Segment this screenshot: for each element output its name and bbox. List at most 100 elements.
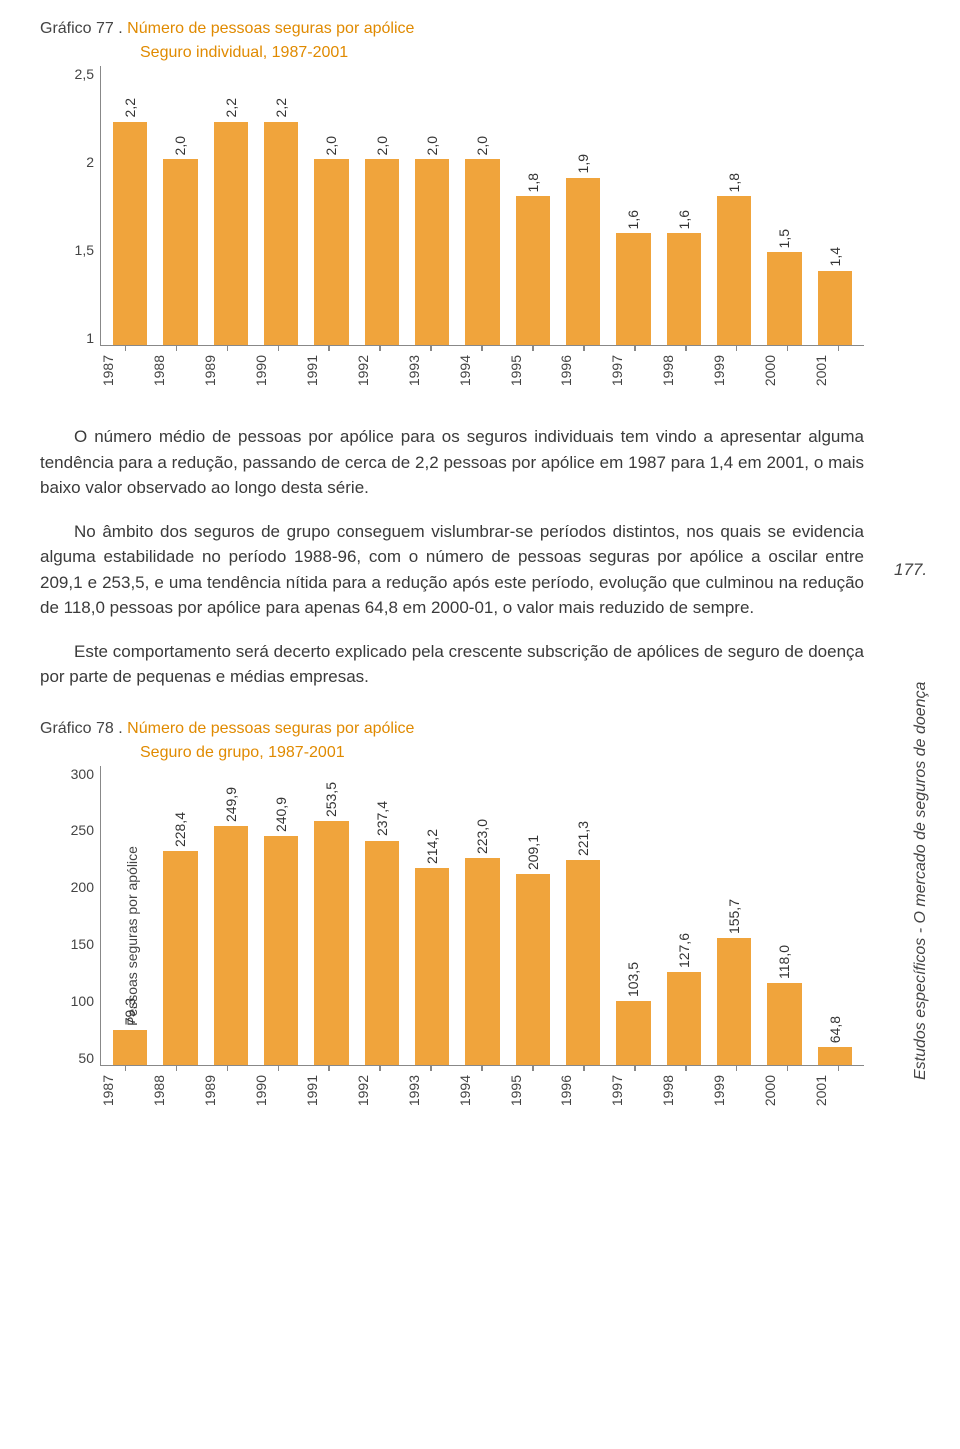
x-tick-mark (151, 346, 202, 351)
bar (264, 836, 298, 1064)
bar-value-label: 221,3 (575, 821, 591, 856)
x-tick-mark (406, 346, 457, 351)
x-tick-mark (558, 1066, 609, 1071)
bar-category: 228,4 (155, 766, 205, 1065)
x-tick-label: 1987 (100, 355, 151, 386)
x-tick-mark (660, 1066, 711, 1071)
bar (163, 851, 197, 1064)
x-tick-label: 1997 (609, 355, 660, 386)
bar (566, 178, 600, 345)
chart2-title: Número de pessoas seguras por apólice (127, 720, 414, 737)
bar-value-label: 155,7 (726, 899, 742, 934)
bar-value-label: 253,5 (323, 782, 339, 817)
x-tick-label: 1989 (202, 355, 253, 386)
y-tick: 1 (86, 330, 94, 346)
bar-value-label: 1,6 (625, 210, 641, 229)
bar-value-label: 2,0 (323, 136, 339, 155)
bar-value-label: 2,0 (374, 136, 390, 155)
bar-category: 223,0 (457, 766, 507, 1065)
bar-category: 253,5 (306, 766, 356, 1065)
chart1-subtitle: Seguro individual, 1987-2001 (140, 44, 864, 62)
bar-category: 237,4 (357, 766, 407, 1065)
x-tick-label: 1999 (711, 355, 762, 386)
bar-value-label: 1,6 (676, 210, 692, 229)
bar-value-label: 127,6 (676, 933, 692, 968)
x-tick-mark (711, 346, 762, 351)
chart2-heading: Gráfico 78 . Número de pessoas seguras p… (40, 720, 864, 738)
bar-value-label: 1,8 (726, 173, 742, 192)
x-tick-mark (151, 1066, 202, 1071)
y-tick: 250 (71, 822, 94, 838)
bar (264, 122, 298, 345)
x-tick-mark (202, 1066, 253, 1071)
x-tick-mark (508, 346, 559, 351)
bar (667, 972, 701, 1065)
bar-category: 2,0 (357, 66, 407, 345)
x-tick-label: 1987 (100, 1075, 151, 1106)
y-tick: 1,5 (75, 242, 94, 258)
x-tick-label: 2001 (813, 1075, 864, 1106)
x-tick-label: 1998 (660, 1075, 711, 1106)
bar (415, 868, 449, 1064)
side-rotated-text: Estudos específicos - O mercado de segur… (912, 620, 930, 1080)
bar-category: 1,8 (508, 66, 558, 345)
x-tick-mark (202, 346, 253, 351)
bar (113, 122, 147, 345)
bar (818, 271, 852, 345)
chart1-label: Gráfico 77 . (40, 20, 123, 37)
bar (465, 159, 499, 345)
x-tick-label: 1996 (558, 1075, 609, 1106)
x-tick-label: 1995 (508, 1075, 559, 1106)
bar-category: 2,0 (306, 66, 356, 345)
chart2-frame: 79,3 228,4 249,9 240,9 253,5 237,4 214,2 223,0 2… (100, 766, 864, 1066)
x-tick-label: 1994 (457, 1075, 508, 1106)
chart1-bars: 2,22,02,22,22,02,02,02,01,81,91,61,61,81… (101, 66, 864, 345)
chart1-xticks: 1987198819891990199119921993199419951996… (60, 355, 864, 386)
y-tick: 200 (71, 879, 94, 895)
chart1-frame: 2,22,02,22,22,02,02,02,01,81,91,61,61,81… (100, 66, 864, 346)
x-tick-mark (100, 346, 151, 351)
bar-value-label: 214,2 (424, 829, 440, 864)
chart2-subtitle: Seguro de grupo, 1987-2001 (140, 744, 864, 762)
chart1-tickmarks (60, 346, 864, 351)
bar-value-label: 1,9 (575, 154, 591, 173)
sidebar: 177. Estudos específicos - O mercado de … (894, 0, 960, 1136)
bar (516, 196, 550, 345)
bar-value-label: 223,0 (474, 819, 490, 854)
bar-value-label: 118,0 (776, 945, 792, 979)
paragraph-1: O número médio de pessoas por apólice pa… (40, 424, 864, 501)
bar-category: 214,2 (407, 766, 457, 1065)
x-tick-mark (253, 346, 304, 351)
x-tick-label: 1992 (355, 355, 406, 386)
bar (365, 159, 399, 345)
bar (314, 159, 348, 345)
bar-category: 1,4 (810, 66, 860, 345)
x-tick-mark (304, 1066, 355, 1071)
bar (465, 858, 499, 1065)
x-tick-label: 1989 (202, 1075, 253, 1106)
bar-value-label: 228,4 (172, 812, 188, 847)
bar-category: 2,0 (407, 66, 457, 345)
x-tick-label: 1994 (457, 355, 508, 386)
bar-value-label: 1,8 (525, 173, 541, 192)
x-tick-label: 1990 (253, 355, 304, 386)
x-tick-mark (609, 1066, 660, 1071)
x-tick-label: 2001 (813, 355, 864, 386)
x-tick-label: 1993 (406, 355, 457, 386)
bar-value-label: 240,9 (273, 797, 289, 832)
bar (818, 1047, 852, 1065)
y-tick: 2,5 (75, 66, 94, 82)
x-tick-label: 1997 (609, 1075, 660, 1106)
bar-category: 64,8 (810, 766, 860, 1065)
x-tick-mark (406, 1066, 457, 1071)
bar-category: 79,3 (105, 766, 155, 1065)
bar-category: 249,9 (206, 766, 256, 1065)
x-tick-label: 1996 (558, 355, 609, 386)
x-tick-mark (711, 1066, 762, 1071)
bar-category: 2,0 (155, 66, 205, 345)
x-tick-label: 2000 (762, 1075, 813, 1106)
chart1-yticks: 2,521,51 (60, 66, 100, 346)
x-tick-label: 1990 (253, 1075, 304, 1106)
bar (365, 841, 399, 1065)
bar (314, 821, 348, 1064)
